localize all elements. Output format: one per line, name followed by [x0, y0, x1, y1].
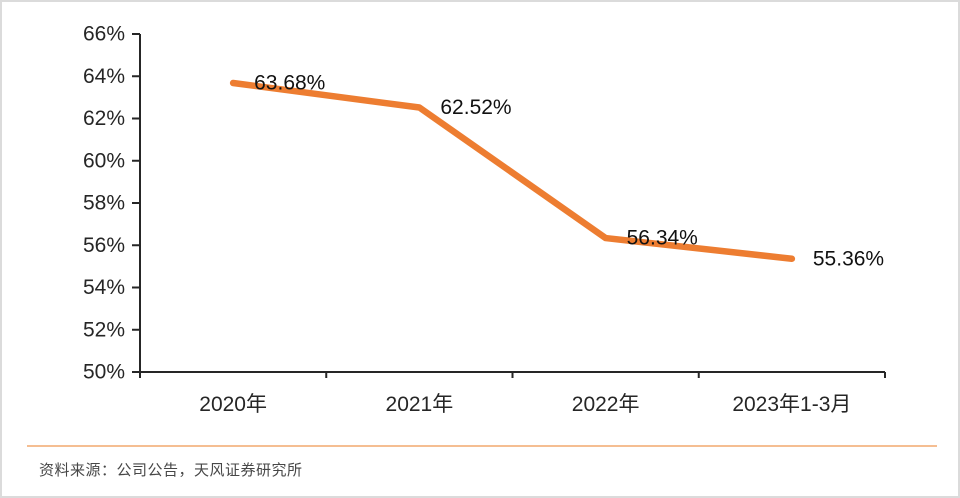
data-label: 63.68% — [254, 72, 325, 95]
y-tick-label: 66% — [83, 23, 125, 46]
footer-separator — [27, 445, 937, 447]
y-tick-label: 64% — [83, 65, 125, 88]
y-tick-label: 52% — [83, 318, 125, 341]
source-text: 资料来源：公司公告，天风证券研究所 — [39, 462, 303, 479]
x-axis-label: 2021年 — [386, 393, 454, 416]
y-tick-label: 58% — [83, 192, 125, 215]
chart-area: 50% 52% 54% 56% 58% 60% 62% 64% 66% 2020年 2021年 202… — [2, 2, 958, 432]
y-tick-label: 50% — [83, 361, 125, 384]
y-tick-label: 62% — [83, 107, 125, 130]
y-tick-label: 56% — [83, 234, 125, 257]
data-label: 62.52% — [440, 96, 511, 119]
data-label: 56.34% — [627, 227, 698, 250]
x-axis-label: 2020年 — [199, 393, 267, 416]
line-chart: 50% 52% 54% 56% 58% 60% 62% 64% 66% 2020年 2021年 202… — [83, 23, 886, 416]
x-axis-label: 2023年1-3月 — [732, 393, 851, 416]
y-tick-label: 54% — [83, 276, 125, 299]
data-label: 55.36% — [813, 247, 884, 270]
y-tick-label: 60% — [83, 149, 125, 172]
x-axis-label: 2022年 — [572, 393, 640, 416]
trend-line — [229, 79, 796, 263]
